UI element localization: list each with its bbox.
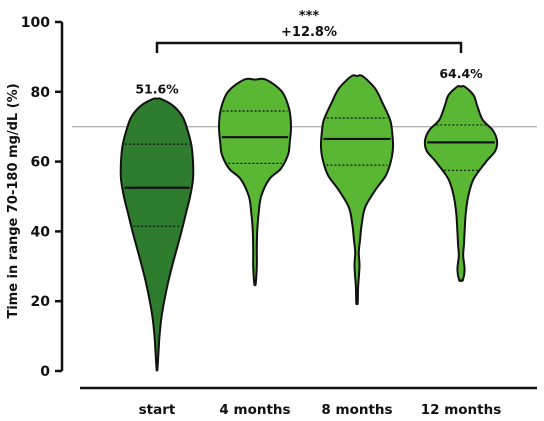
x-tick-label: 12 months: [421, 402, 502, 418]
violin-body: [423, 84, 499, 283]
y-tick-label: 0: [40, 364, 50, 380]
significance-stars: ***: [299, 9, 320, 24]
x-tick-label: start: [139, 402, 176, 418]
y-tick-label: 20: [31, 294, 51, 310]
y-axis: 0 20 40 60 80 100: [21, 15, 64, 380]
y-tick-label: 100: [21, 15, 50, 31]
violin-start: [119, 97, 195, 372]
x-tick-label: 4 months: [219, 402, 290, 418]
y-tick-label: 40: [31, 224, 51, 240]
y-tick-label: 60: [31, 155, 51, 171]
violin-4-months: [217, 77, 293, 287]
violin-body: [217, 77, 293, 287]
violin-body: [119, 97, 195, 372]
y-tick-label: 80: [31, 85, 51, 101]
significance-bracket-line: [155, 41, 463, 53]
annotation-label: 64.4%: [439, 66, 483, 81]
violin-8-months: [319, 74, 395, 306]
annotations: 51.6% 64.4%: [135, 66, 483, 97]
violin-series: [119, 74, 499, 372]
x-axis: start 4 months 8 months 12 months: [80, 386, 537, 418]
x-tick-label: 8 months: [321, 402, 392, 418]
violin-12-months: [423, 84, 499, 283]
annotation-label: 51.6%: [135, 82, 179, 97]
significance-label: +12.8%: [281, 25, 337, 40]
significance-bracket: *** +12.8%: [155, 9, 463, 53]
violin-body: [319, 74, 395, 306]
y-axis-label: Time in range 70-180 mg/dL (%): [6, 83, 21, 318]
